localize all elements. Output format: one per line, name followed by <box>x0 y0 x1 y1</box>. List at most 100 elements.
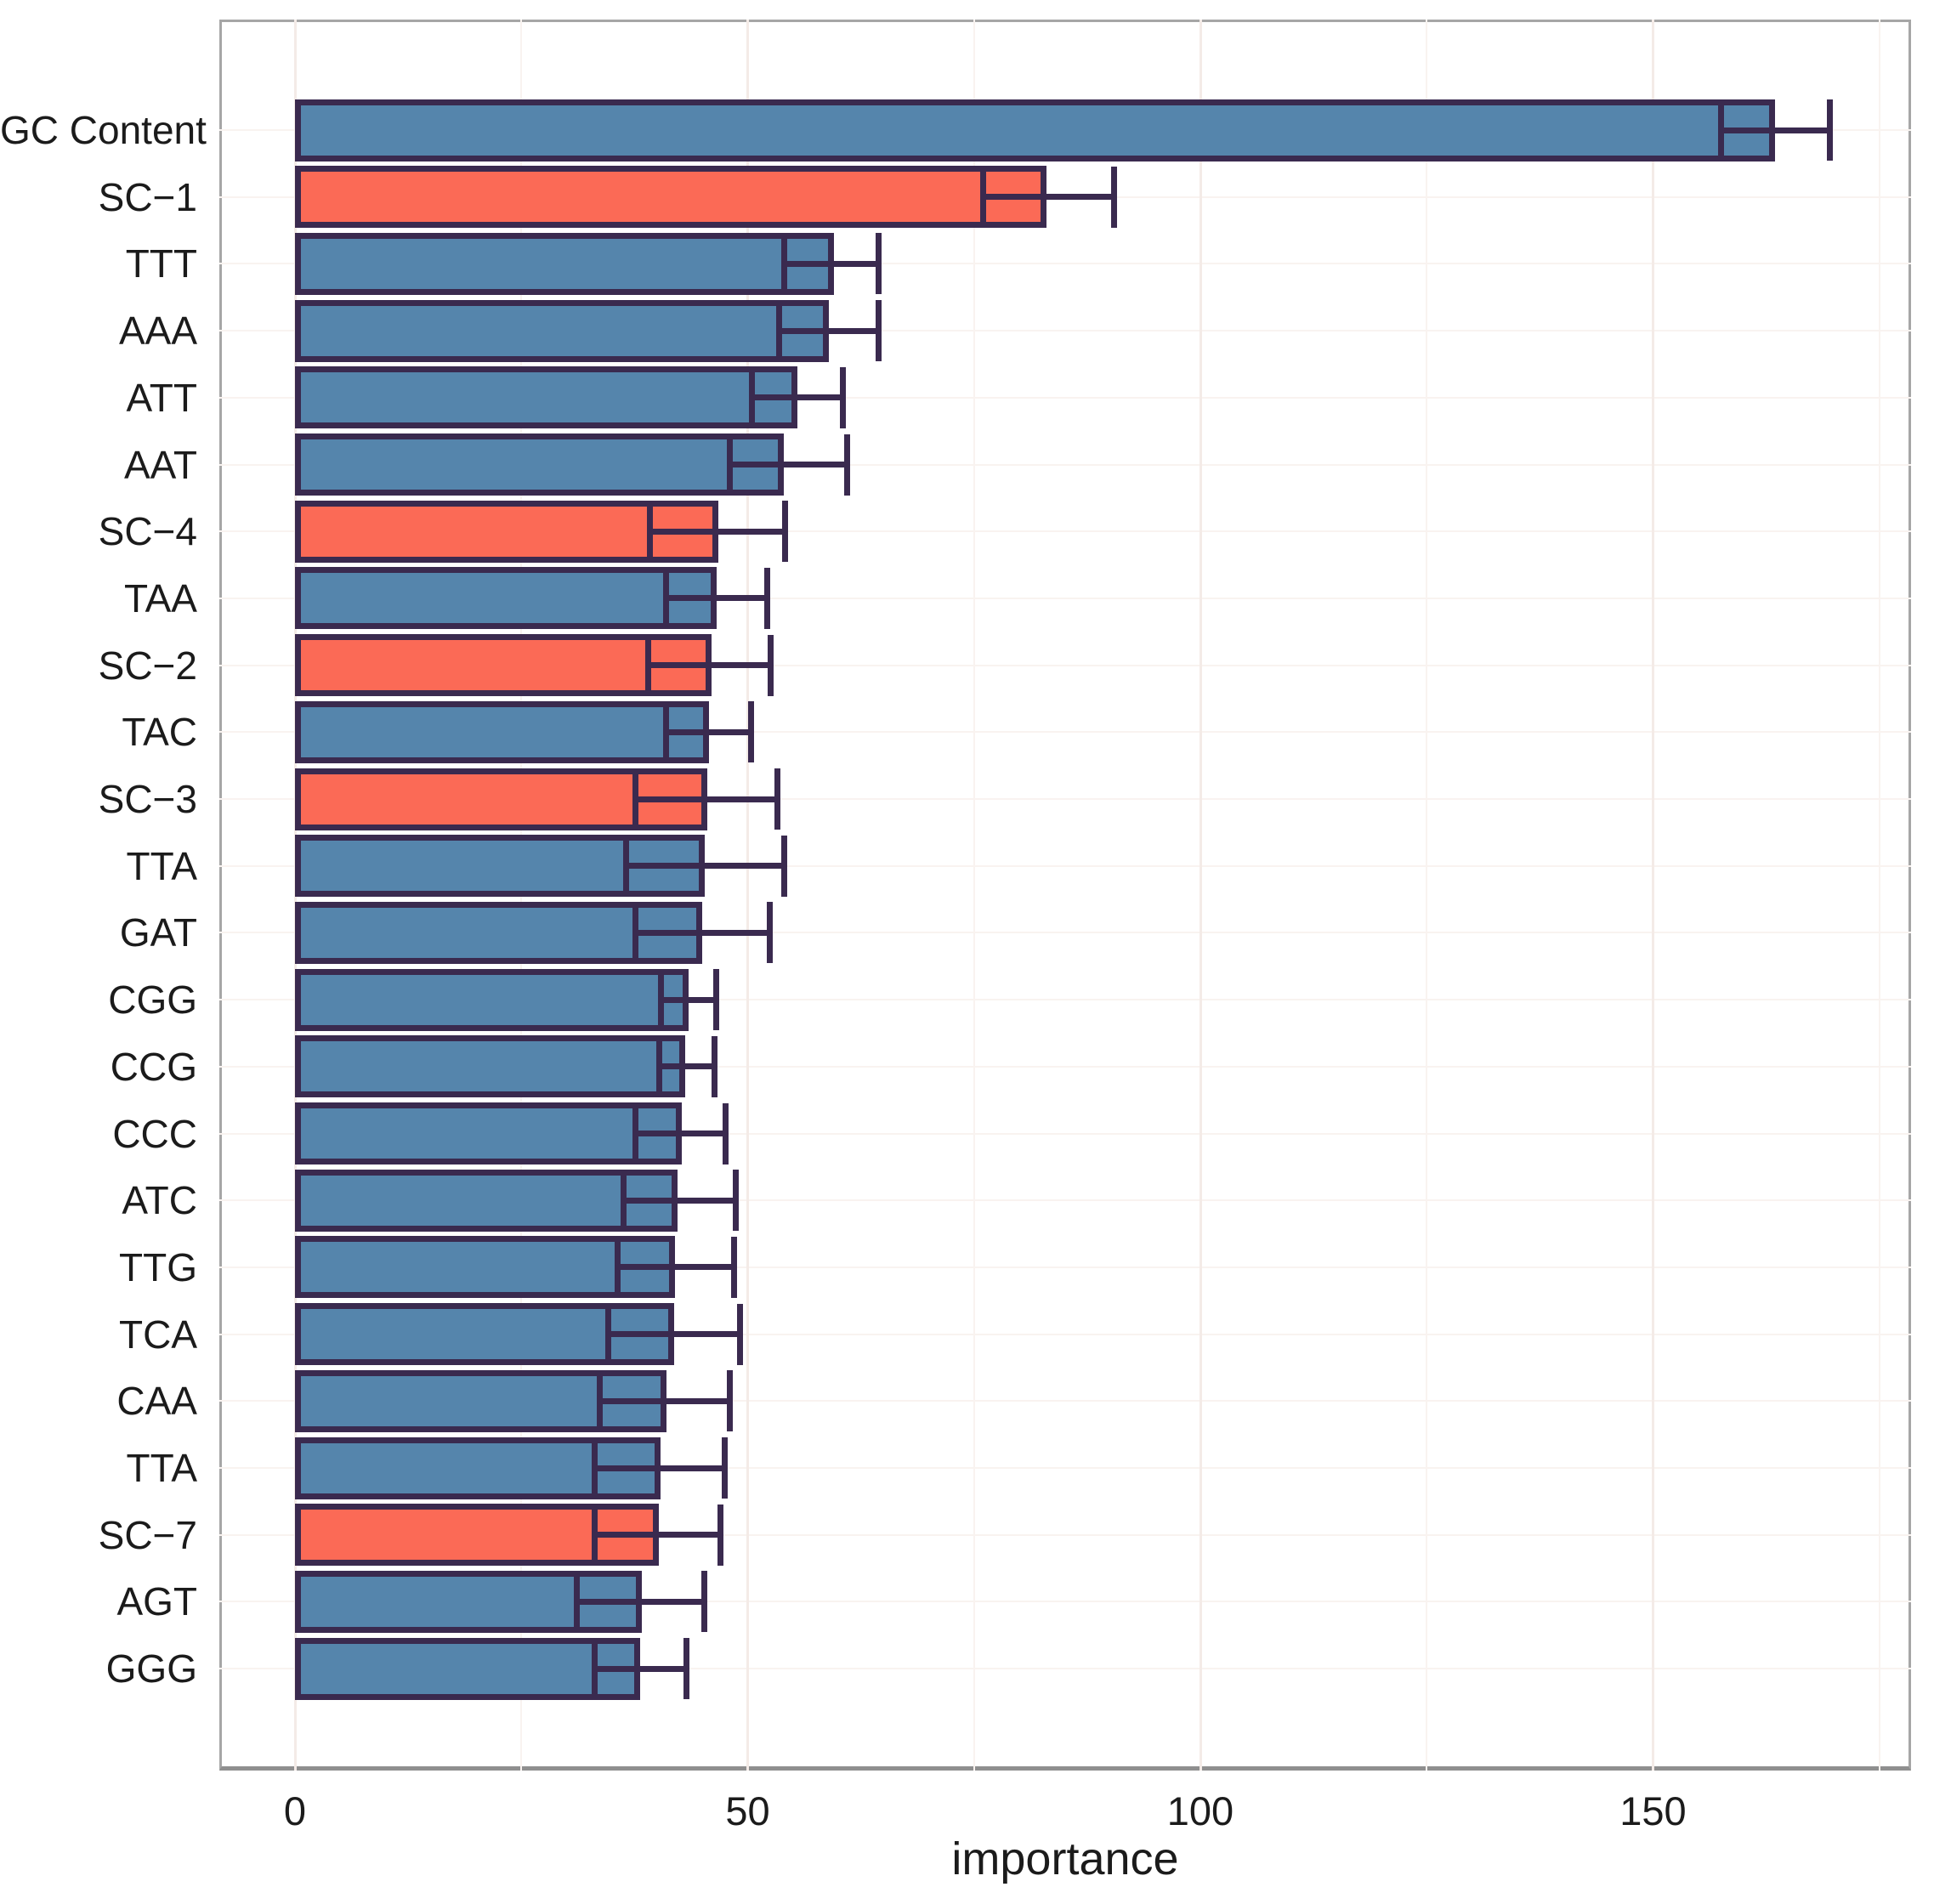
error-bar-cap-high <box>766 902 773 964</box>
y-axis-label: AAA <box>118 309 197 354</box>
error-bar-cap-low <box>646 501 653 563</box>
y-axis-label: TTG <box>119 1244 197 1289</box>
y-axis-label: GGG <box>105 1646 197 1692</box>
bar <box>295 1169 678 1232</box>
bar <box>295 99 1776 162</box>
y-axis-label: CAA <box>116 1379 197 1424</box>
minor-gridline <box>1878 20 1880 1771</box>
row-gridline <box>219 463 1911 466</box>
row-gridline <box>219 932 1911 934</box>
error-bar-cap-low <box>644 634 651 696</box>
y-axis-label: CGG <box>108 978 197 1023</box>
row-gridline <box>219 864 1911 867</box>
y-axis-label: GC Content <box>0 108 207 152</box>
error-bar-line <box>784 260 879 267</box>
y-axis-label: CCC <box>112 1111 197 1156</box>
error-bar-line <box>983 194 1114 201</box>
error-bar-cap-low <box>592 1638 598 1700</box>
error-bar-cap-high <box>774 768 781 830</box>
error-bar-cap-high <box>723 1102 729 1164</box>
error-bar-cap-low <box>655 1035 662 1097</box>
y-axis-label: TCA <box>119 1312 197 1357</box>
y-axis-label: GAT <box>119 910 197 955</box>
x-tick-label: 100 <box>1166 1788 1234 1833</box>
row-gridline <box>219 263 1911 265</box>
row-gridline <box>219 530 1911 533</box>
error-bar-cap-low <box>623 835 630 897</box>
error-bar-line <box>617 1264 734 1271</box>
y-axis-label: AAT <box>123 442 197 487</box>
error-bar-cap-high <box>748 701 755 763</box>
row-gridline <box>219 1533 1911 1536</box>
y-axis-label: ATT <box>126 375 197 420</box>
y-axis-label: TTT <box>125 241 197 286</box>
error-bar-cap-low <box>597 1370 604 1432</box>
error-bar-cap-low <box>776 300 783 362</box>
error-bar-line <box>635 929 770 936</box>
y-axis-label: TAA <box>123 575 197 620</box>
x-tick-label: 50 <box>725 1788 770 1833</box>
error-bar-line <box>751 394 843 401</box>
error-bar-cap-high <box>844 434 851 496</box>
error-bar-cap-low <box>621 1170 627 1232</box>
error-bar-cap-high <box>712 969 719 1031</box>
major-gridline <box>1652 20 1654 1771</box>
y-axis-label: AGT <box>116 1579 197 1624</box>
minor-gridline <box>1426 20 1428 1771</box>
error-bar-cap-low <box>749 366 756 428</box>
x-tick-label: 150 <box>1619 1788 1687 1833</box>
row-gridline <box>219 1601 1911 1603</box>
error-bar-line <box>599 1397 730 1404</box>
error-bar-cap-high <box>781 501 788 563</box>
error-bar-cap-high <box>683 1638 689 1700</box>
row-gridline <box>219 1668 1911 1670</box>
error-bar-cap-low <box>632 768 638 830</box>
error-bar-cap-low <box>592 1437 598 1499</box>
error-bar-line <box>608 1331 740 1338</box>
error-bar-cap-low <box>780 233 787 295</box>
major-gridline <box>746 20 749 1771</box>
bar <box>295 166 1046 229</box>
error-bar-cap-low <box>614 1236 621 1298</box>
error-bar-line <box>594 1665 687 1672</box>
row-gridline <box>219 1065 1911 1068</box>
error-bar-line <box>648 662 771 669</box>
bar <box>295 434 785 496</box>
row-gridline <box>219 1400 1911 1402</box>
error-bar-cap-high <box>876 300 882 362</box>
major-gridline <box>1199 20 1202 1771</box>
error-bar-cap-low <box>632 1102 638 1164</box>
y-axis-label: SC−2 <box>98 643 197 688</box>
bar <box>295 366 798 429</box>
error-bar-line <box>666 728 751 735</box>
error-bar-line <box>635 1130 726 1136</box>
row-gridline <box>219 1199 1911 1202</box>
error-bar-cap-high <box>780 835 787 897</box>
error-bar-cap-high <box>731 1236 738 1298</box>
bar <box>295 700 709 763</box>
row-gridline <box>219 798 1911 800</box>
error-bar-cap-high <box>733 1170 740 1232</box>
bar <box>295 1637 640 1700</box>
error-bar-cap-high <box>876 233 882 295</box>
row-gridline <box>219 597 1911 599</box>
error-bar-cap-high <box>767 634 774 696</box>
error-bar-line <box>635 796 778 802</box>
row-gridline <box>219 330 1911 332</box>
error-bar-cap-high <box>700 1571 707 1633</box>
y-axis-label: SC−7 <box>98 1512 197 1557</box>
bar <box>295 299 830 362</box>
y-axis-label: SC−3 <box>98 777 197 821</box>
error-bar-line <box>626 863 785 870</box>
row-gridline <box>219 396 1911 399</box>
error-bar-line <box>779 327 879 334</box>
row-gridline <box>219 1333 1911 1335</box>
error-bar-cap-low <box>726 434 733 496</box>
error-bar-cap-high <box>717 1504 724 1566</box>
error-bar-line <box>623 1197 736 1204</box>
error-bar-cap-high <box>1826 99 1833 161</box>
minor-gridline <box>973 20 975 1771</box>
error-bar-line <box>576 1598 705 1605</box>
error-bar-cap-high <box>764 567 771 629</box>
bar <box>295 1035 685 1098</box>
